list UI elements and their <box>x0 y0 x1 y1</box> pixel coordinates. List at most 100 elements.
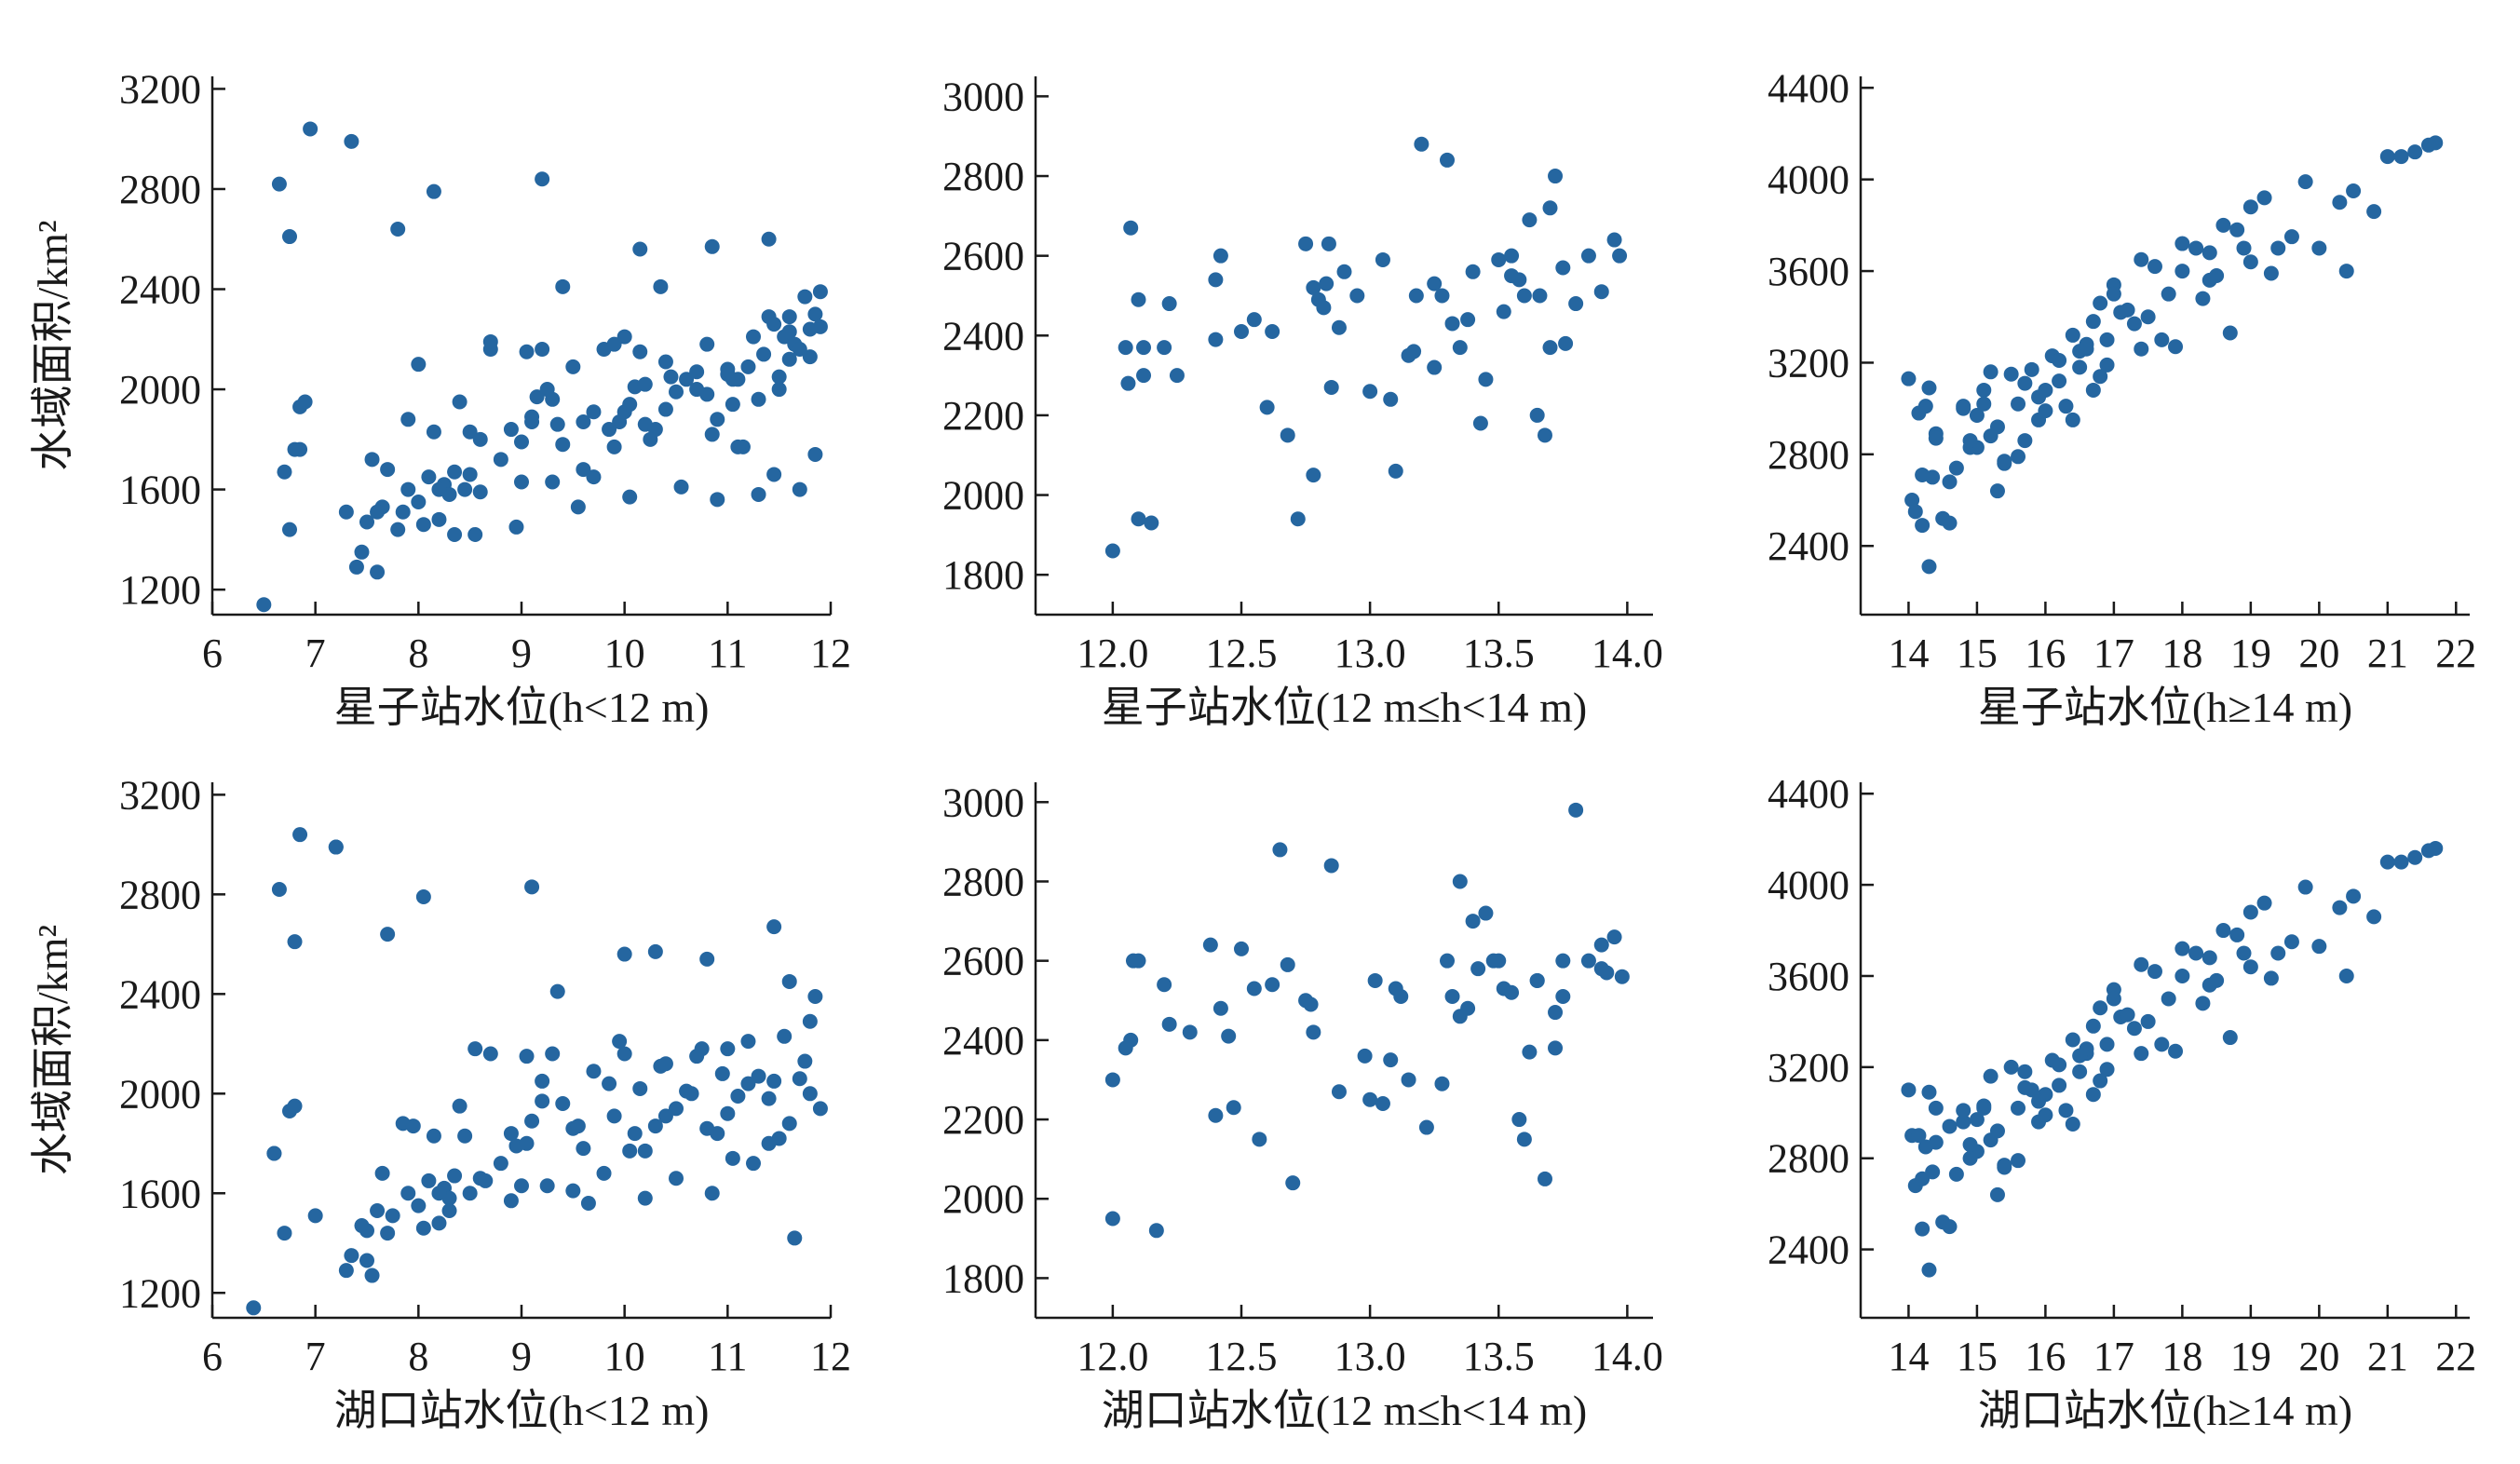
x-tick-label: 19 <box>2230 630 2271 676</box>
data-point <box>2126 316 2142 332</box>
data-point <box>1406 344 1422 359</box>
data-point <box>781 1116 797 1132</box>
data-point <box>1280 956 1295 972</box>
data-point <box>632 344 648 359</box>
data-point <box>2031 1093 2047 1109</box>
data-point <box>653 278 669 294</box>
data-point <box>2242 904 2258 920</box>
data-point <box>1306 279 1321 295</box>
data-point <box>2222 1030 2238 1046</box>
data-point <box>1234 324 1249 340</box>
data-point <box>1221 1028 1237 1044</box>
x-tick-label: 14 <box>1888 630 1929 676</box>
data-point <box>1136 340 1152 356</box>
data-point <box>1496 304 1511 319</box>
data-point <box>580 1195 596 1211</box>
data-point <box>1942 515 1958 531</box>
data-point <box>2270 240 2286 256</box>
data-point <box>2393 149 2409 165</box>
data-point <box>462 1186 478 1201</box>
data-point <box>740 359 756 374</box>
data-point <box>756 346 772 362</box>
data-point <box>2017 433 2033 449</box>
data-point <box>781 324 797 340</box>
data-point <box>1470 961 1486 977</box>
data-point <box>2236 945 2252 961</box>
y-tick-label: 1800 <box>942 552 1024 598</box>
x-tick-label: 17 <box>2093 630 2134 676</box>
y-tick-label: 3200 <box>119 66 201 112</box>
data-point <box>472 431 488 447</box>
data-point <box>1504 984 1520 1000</box>
data-point <box>1555 989 1571 1004</box>
data-point <box>2407 144 2423 160</box>
data-point <box>1928 1134 1944 1150</box>
data-point <box>1290 511 1306 527</box>
data-point <box>555 437 571 453</box>
data-point <box>1120 375 1136 391</box>
data-point <box>2332 195 2348 210</box>
data-point <box>1568 296 1584 312</box>
data-point <box>555 278 571 294</box>
data-point <box>411 495 427 510</box>
data-point <box>1383 1052 1399 1068</box>
y-tick-label: 2400 <box>119 267 201 313</box>
data-point <box>2379 149 2395 165</box>
data-point <box>1522 1044 1538 1060</box>
data-point <box>622 489 638 505</box>
data-point <box>1440 152 1455 168</box>
data-point <box>2011 1100 2026 1116</box>
data-point <box>1548 169 1564 184</box>
data-point <box>529 389 545 405</box>
data-point <box>622 397 638 413</box>
data-point <box>1969 408 1985 424</box>
data-point <box>2338 968 2354 983</box>
data-point <box>2038 403 2053 419</box>
x-axis-title: 星子站水位(12 m≤h<14 m) <box>1102 684 1587 731</box>
data-point <box>781 973 797 989</box>
data-point <box>1349 288 1365 304</box>
chart-panel-5: 1800 2000 2200 2400 2600 2800 3000 12.0 12.5 13.0… <box>942 779 1663 1434</box>
data-point <box>2154 332 2170 347</box>
data-point <box>1298 236 1314 251</box>
data-point <box>2093 369 2108 385</box>
data-point <box>606 1108 622 1124</box>
x-tick-label: 15 <box>1957 1334 1998 1379</box>
data-point <box>637 1143 653 1159</box>
data-point <box>2126 1021 2142 1037</box>
data-point <box>725 1150 740 1166</box>
data-point <box>1182 1024 1198 1040</box>
data-point <box>338 504 354 520</box>
data-point <box>400 412 416 427</box>
x-axis-title: 湖口站水位(12 m≤h<14 m) <box>1102 1387 1587 1434</box>
data-point <box>535 1073 550 1089</box>
y-tick-label: 2800 <box>119 167 201 212</box>
data-point <box>1969 1112 1985 1128</box>
y-axis-title: 水域面积/km² <box>29 925 76 1175</box>
data-point <box>2297 879 2313 895</box>
data-point <box>1911 1128 1927 1144</box>
data-point <box>282 522 297 537</box>
data-point <box>1989 419 2005 435</box>
x-tick-label: 14 <box>1888 1334 1929 1379</box>
data-point <box>746 329 761 345</box>
data-point <box>761 1091 777 1106</box>
data-point <box>1516 288 1532 304</box>
data-point <box>338 1263 354 1279</box>
chart-panel-3: 2400 2800 3200 3600 4000 4400 14 15 16 17 18 19 20 21… <box>1768 65 2476 731</box>
data-point <box>348 559 364 575</box>
data-point <box>405 1118 421 1134</box>
data-point <box>2011 396 2026 412</box>
data-point <box>2031 389 2047 405</box>
x-tick-label: 15 <box>1957 630 1998 676</box>
x-axis-title: 星子站水位(h<12 m) <box>334 684 710 731</box>
data-point <box>2202 977 2217 993</box>
data-point <box>2175 236 2190 251</box>
data-point <box>1427 359 1443 375</box>
data-point <box>622 1143 638 1159</box>
data-point <box>2072 1048 2088 1064</box>
data-point <box>2366 909 2382 925</box>
data-point <box>2140 309 2156 325</box>
data-point <box>1104 543 1120 559</box>
data-point <box>689 364 705 380</box>
